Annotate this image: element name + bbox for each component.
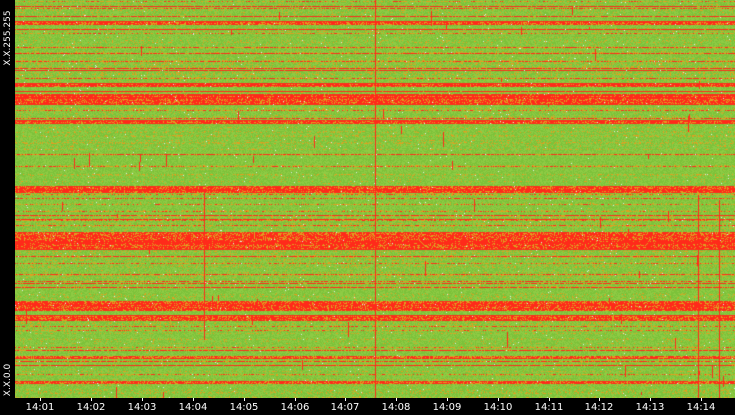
x-tick-label: 14:11 xyxy=(534,402,564,413)
x-tick-mark xyxy=(701,398,702,401)
x-tick-mark xyxy=(549,398,550,401)
x-tick-label: 14:13 xyxy=(635,402,665,413)
x-tick-label: 14:09 xyxy=(432,402,462,413)
x-tick-label: 14:02 xyxy=(76,402,106,413)
x-tick-label: 14:08 xyxy=(381,402,411,413)
x-tick-label: 14:14 xyxy=(686,402,716,413)
y-axis: X.X.255.255 X.X.0.0 xyxy=(0,0,15,398)
x-tick-label: 14:05 xyxy=(229,402,259,413)
x-tick-label: 14:01 xyxy=(25,402,55,413)
x-tick-label: 14:03 xyxy=(127,402,157,413)
x-tick-label: 14:04 xyxy=(178,402,208,413)
x-axis: 14:01 14:02 14:03 14:04 14:05 14:06 14:07 14:08… xyxy=(0,398,735,415)
y-tick-label-top: X.X.255.255 xyxy=(3,10,13,66)
heatmap-plot-area xyxy=(15,0,735,398)
x-tick-mark xyxy=(498,398,499,401)
x-tick-mark xyxy=(447,398,448,401)
x-tick-label: 14:10 xyxy=(483,402,513,413)
x-tick-label: 14:12 xyxy=(584,402,614,413)
x-tick-label: 14:07 xyxy=(330,402,360,413)
x-tick-mark xyxy=(244,398,245,401)
x-tick-mark xyxy=(650,398,651,401)
x-tick-mark xyxy=(91,398,92,401)
x-tick-mark xyxy=(396,398,397,401)
x-tick-mark xyxy=(193,398,194,401)
x-tick-mark xyxy=(599,398,600,401)
x-tick-label: 14:06 xyxy=(280,402,310,413)
x-tick-mark xyxy=(40,398,41,401)
x-tick-mark xyxy=(142,398,143,401)
x-tick-mark xyxy=(345,398,346,401)
x-tick-mark xyxy=(295,398,296,401)
